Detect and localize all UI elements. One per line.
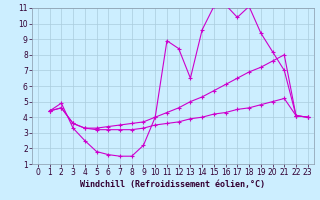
X-axis label: Windchill (Refroidissement éolien,°C): Windchill (Refroidissement éolien,°C) [80, 180, 265, 189]
